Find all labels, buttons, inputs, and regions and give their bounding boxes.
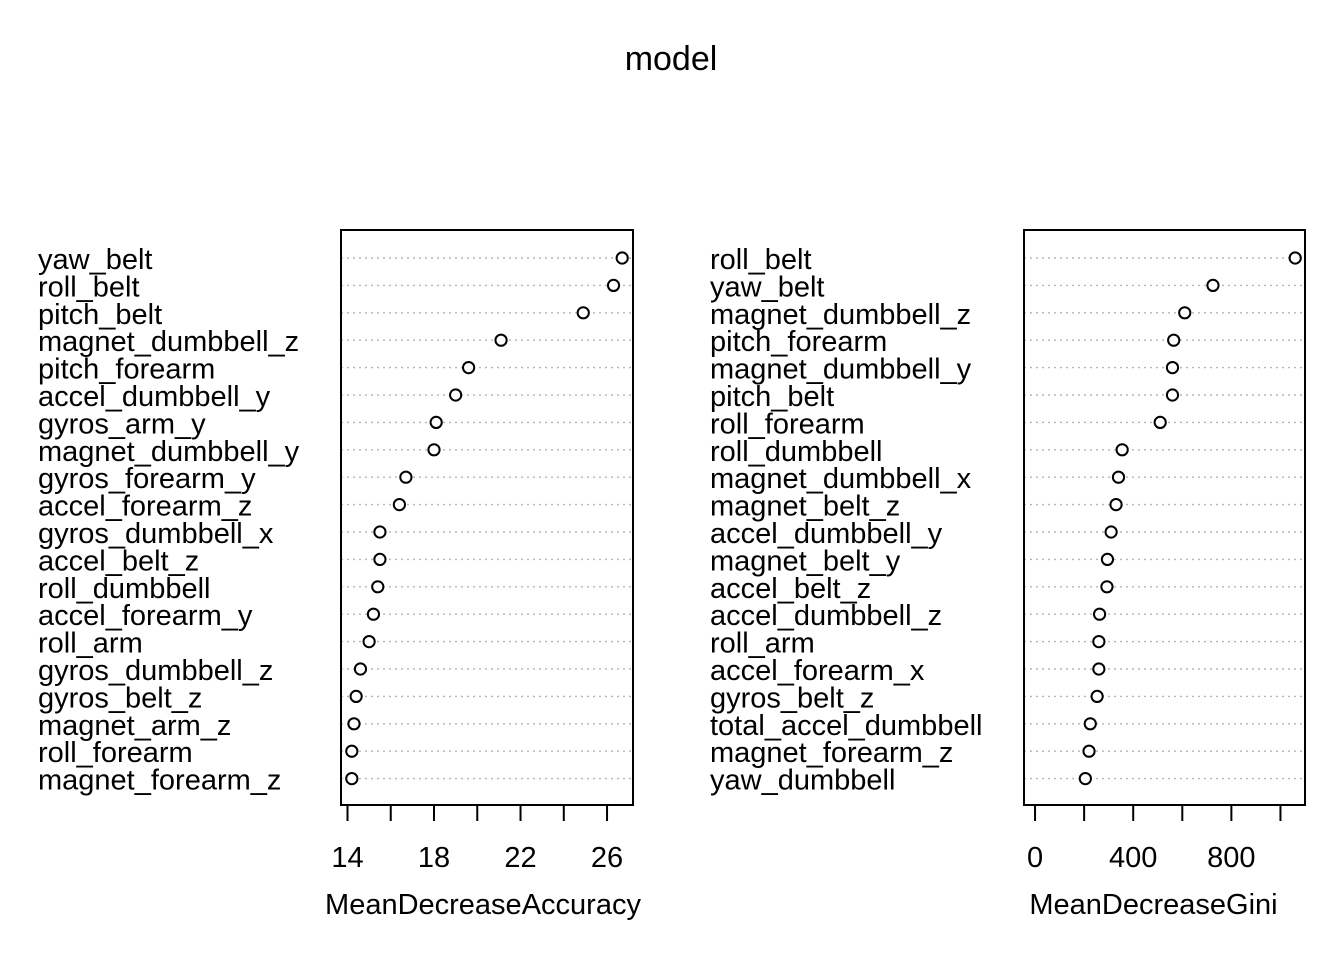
data-point	[349, 689, 363, 704]
data-point	[1104, 525, 1118, 539]
data-point	[1078, 772, 1092, 786]
x-tick-label: 14	[331, 842, 363, 874]
data-point	[1090, 689, 1104, 704]
data-point	[373, 552, 387, 567]
category-label: roll_forearm	[38, 737, 193, 769]
category-label: accel_dumbbell_y	[38, 381, 271, 413]
category-label: yaw_belt	[710, 271, 824, 303]
data-point	[1092, 607, 1107, 621]
category-label: magnet_dumbbell_x	[710, 463, 972, 495]
category-label: magnet_forearm_z	[38, 765, 281, 797]
category-label: roll_belt	[710, 244, 812, 276]
data-point	[1206, 278, 1220, 292]
data-point	[1083, 717, 1097, 731]
category-label: magnet_belt_z	[710, 491, 900, 523]
category-label: roll_dumbbell	[710, 436, 883, 468]
category-label: roll_forearm	[710, 408, 865, 440]
category-label: accel_belt_z	[710, 573, 871, 605]
data-point	[1092, 635, 1106, 649]
category-label: accel_belt_z	[38, 545, 199, 577]
data-point	[1165, 361, 1180, 375]
category-label: yaw_belt	[38, 244, 152, 276]
category-label: gyros_dumbbell_z	[38, 655, 273, 687]
x-tick-label: 800	[1207, 842, 1255, 874]
plot-frame	[1023, 229, 1306, 806]
data-point	[427, 443, 441, 457]
category-label: roll_belt	[38, 271, 140, 303]
data-point	[429, 415, 443, 429]
category-label: magnet_dumbbell_z	[38, 326, 299, 358]
data-point	[373, 525, 387, 539]
data-point	[494, 333, 508, 347]
category-label: pitch_forearm	[38, 354, 215, 386]
data-point	[1178, 306, 1192, 320]
category-label: magnet_forearm_z	[710, 737, 953, 769]
category-label: gyros_belt_z	[38, 682, 202, 714]
category-label: gyros_forearm_y	[38, 463, 256, 495]
category-label: accel_dumbbell_z	[710, 600, 942, 632]
x-axis-title: MeanDecreaseGini	[1029, 889, 1277, 921]
mean-decrease-gini-panel: roll_beltyaw_beltmagnet_dumbbell_zpitch_…	[710, 229, 1306, 921]
data-point	[353, 662, 368, 676]
x-tick-label: 22	[504, 842, 536, 874]
data-point	[606, 278, 621, 292]
data-point	[615, 251, 629, 265]
category-label: total_accel_dumbbell	[710, 710, 982, 742]
data-point	[1153, 415, 1167, 429]
category-label: roll_arm	[710, 628, 815, 660]
data-point	[366, 607, 381, 621]
category-label: magnet_dumbbell_y	[710, 354, 972, 386]
data-point	[462, 361, 476, 375]
figure-title: model	[625, 40, 718, 78]
data-point	[347, 717, 361, 731]
x-tick-label: 18	[418, 842, 450, 874]
data-point	[345, 744, 359, 758]
category-label: magnet_belt_y	[710, 545, 901, 577]
category-label: accel_forearm_x	[710, 655, 925, 687]
x-axis-title: MeanDecreaseAccuracy	[325, 889, 641, 921]
category-label: accel_forearm_z	[38, 491, 252, 523]
plot-frame	[340, 229, 634, 806]
category-label: magnet_arm_z	[38, 710, 231, 742]
data-point	[1082, 744, 1096, 758]
category-label: gyros_dumbbell_x	[38, 518, 274, 550]
x-tick-label: 0	[1027, 842, 1043, 874]
data-point	[449, 388, 463, 402]
category-label: accel_dumbbell_y	[710, 518, 943, 550]
data-point	[399, 470, 413, 484]
category-label: pitch_forearm	[710, 326, 887, 358]
data-point	[1115, 443, 1129, 457]
data-point	[576, 306, 590, 320]
data-point	[1288, 251, 1302, 265]
data-point	[345, 772, 359, 786]
x-tick-label: 26	[591, 842, 623, 874]
category-label: roll_dumbbell	[38, 573, 211, 605]
category-label: magnet_dumbbell_y	[38, 436, 300, 468]
data-point	[1092, 662, 1106, 676]
category-label: roll_arm	[38, 628, 143, 660]
data-point	[392, 498, 406, 512]
category-label: pitch_belt	[710, 381, 834, 413]
category-label: accel_forearm_y	[38, 600, 253, 632]
data-point	[362, 635, 376, 649]
data-point	[1165, 388, 1180, 402]
category-label: magnet_dumbbell_z	[710, 299, 971, 331]
data-point	[1100, 580, 1114, 594]
x-tick-label: 400	[1109, 842, 1157, 874]
data-point	[371, 580, 385, 594]
data-point	[1100, 552, 1115, 567]
data-point	[1109, 498, 1123, 512]
category-label: gyros_arm_y	[38, 408, 206, 440]
data-point	[1167, 333, 1181, 347]
category-label: gyros_belt_z	[710, 682, 874, 714]
data-point	[1111, 470, 1126, 484]
category-label: yaw_dumbbell	[710, 765, 895, 797]
mean-decrease-accuracy-panel: yaw_beltroll_beltpitch_beltmagnet_dumbbe…	[38, 229, 641, 921]
category-label: pitch_belt	[38, 299, 162, 331]
